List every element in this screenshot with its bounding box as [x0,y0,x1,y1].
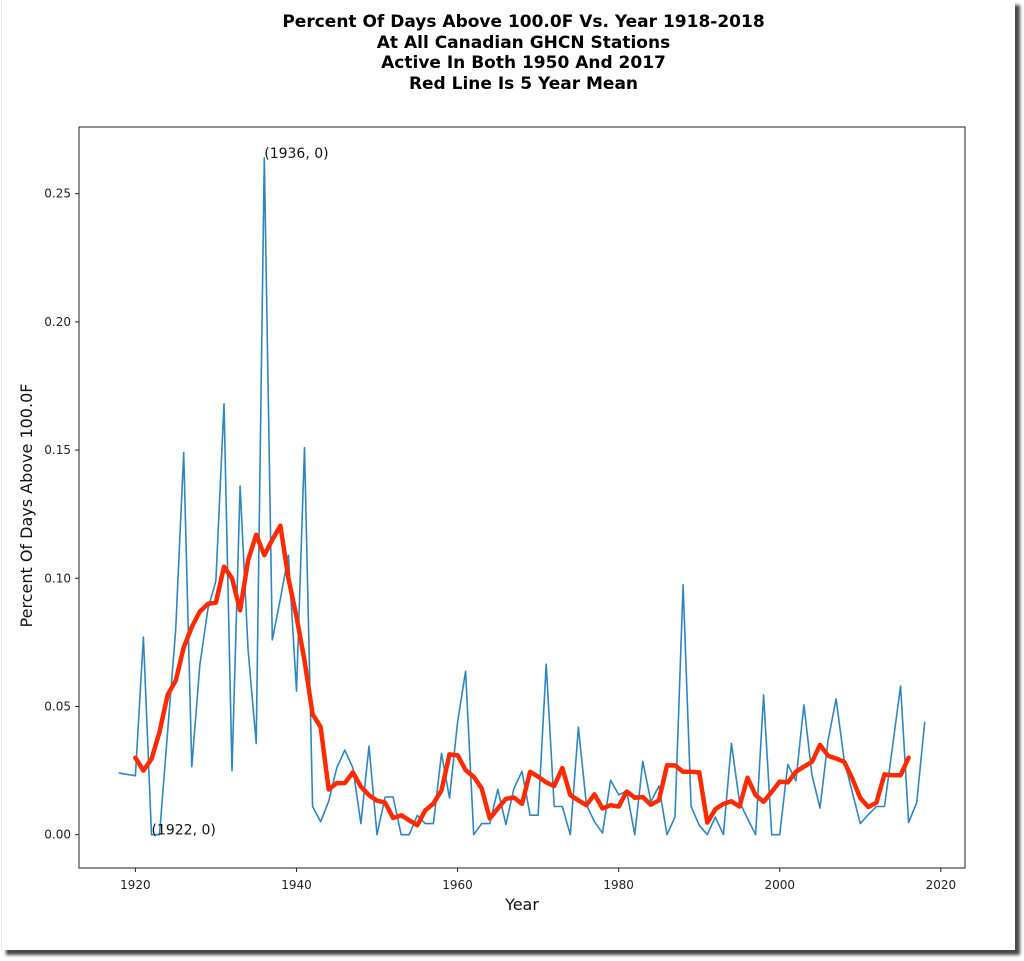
y-tick-label: 0.20 [44,315,71,329]
x-tick-label: 1980 [603,878,634,892]
x-tick-label: 2020 [926,878,957,892]
title-line-3: Active In Both 1950 And 2017 [381,53,666,73]
y-axis-title: Percent Of Days Above 100.0F [17,384,36,628]
x-tick-label: 1920 [120,878,151,892]
x-tick-label: 2000 [764,878,795,892]
y-tick-label: 0.05 [44,699,71,713]
x-tick-label: 1960 [442,878,473,892]
y-tick-label: 0.25 [44,187,71,201]
series-line-annual [118,157,926,836]
y-tick-label: 0.00 [44,828,71,842]
title-line-4: Red Line Is 5 Year Mean [408,73,639,94]
plot-frame [78,126,966,869]
x-axis: 1920 1940 1960 1980 2000 2020 [120,868,956,892]
annotation-1922: (1922, 0) [151,823,215,839]
series-line-5yr-mean [133,523,911,828]
title-line-2: At All Canadian GHCN Stations [376,32,671,53]
y-axis: 0.00 0.05 0.10 0.15 0.20 0.25 [44,187,79,842]
annotations: (1936, 0) (1922, 0) [151,146,328,839]
plot-lines [118,157,926,836]
y-tick-label: 0.15 [44,443,71,457]
x-tick-label: 1940 [281,878,312,892]
title-line-1: Percent Of Days Above 100.0F Vs. Year 19… [282,12,765,32]
chart-title: Percent Of Days Above 100.0F Vs. Year 19… [2,12,1024,94]
y-tick-label: 0.10 [44,571,71,585]
figure-page: Percent Of Days Above 100.0F Vs. Year 19… [1,0,1015,950]
x-axis-title: Year [504,895,539,914]
annotation-1936: (1936, 0) [264,146,328,162]
